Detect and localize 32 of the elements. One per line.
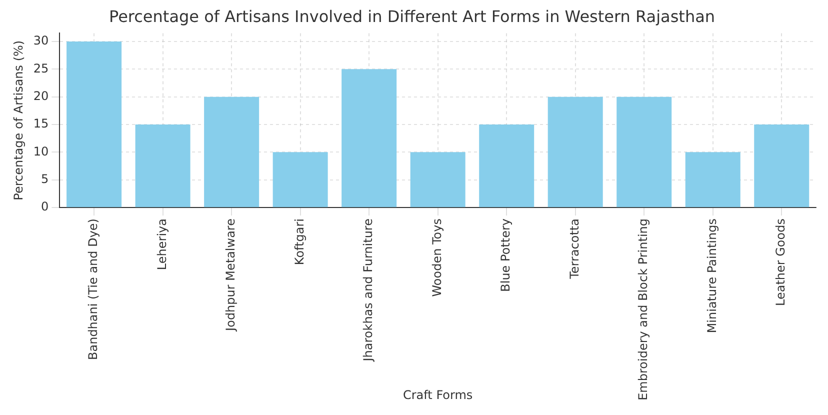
x-tick-label: Terracotta xyxy=(567,218,582,280)
x-tick-label: Leather Goods xyxy=(774,218,788,306)
x-tick-label: Koftgari xyxy=(292,218,306,266)
chart-title: Percentage of Artisans Involved in Different Art Forms in Western Rajasthan xyxy=(108,6,716,26)
x-tick-label: Leheriya xyxy=(154,218,169,270)
x-axis-title: Craft Forms xyxy=(402,388,473,402)
bar xyxy=(479,124,534,208)
x-tick-label: Jodhpur Metalware xyxy=(224,218,238,332)
x-tick-label: Embroidery and Block Printing xyxy=(636,218,650,400)
x-tick-label: Miniature Paintings xyxy=(704,218,719,334)
y-tick-label: 30 xyxy=(33,34,49,48)
bar xyxy=(410,152,466,208)
bar xyxy=(548,96,603,208)
bar xyxy=(135,124,190,208)
y-axis-title: Percentage of Artisans (%) xyxy=(11,40,26,200)
bar xyxy=(204,96,260,208)
x-tick-label: Jharokhas and Furniture xyxy=(361,218,376,362)
bar xyxy=(272,152,328,208)
y-tick-label: 20 xyxy=(33,88,49,103)
bar xyxy=(754,124,810,208)
bar xyxy=(66,42,122,208)
bar xyxy=(342,69,397,208)
bar xyxy=(616,96,672,208)
y-tick-label: 10 xyxy=(33,144,49,158)
x-tick-label: Wooden Toys xyxy=(430,218,444,297)
y-tick-label: 5 xyxy=(41,172,49,186)
x-tick-label: Bandhani (Tie and Dye) xyxy=(86,218,100,360)
y-tick-label: 15 xyxy=(33,116,49,131)
y-tick-label: 0 xyxy=(41,200,49,214)
bar xyxy=(685,152,740,208)
x-tick-label: Blue Pottery xyxy=(498,218,513,292)
y-tick-label: 25 xyxy=(33,61,49,76)
